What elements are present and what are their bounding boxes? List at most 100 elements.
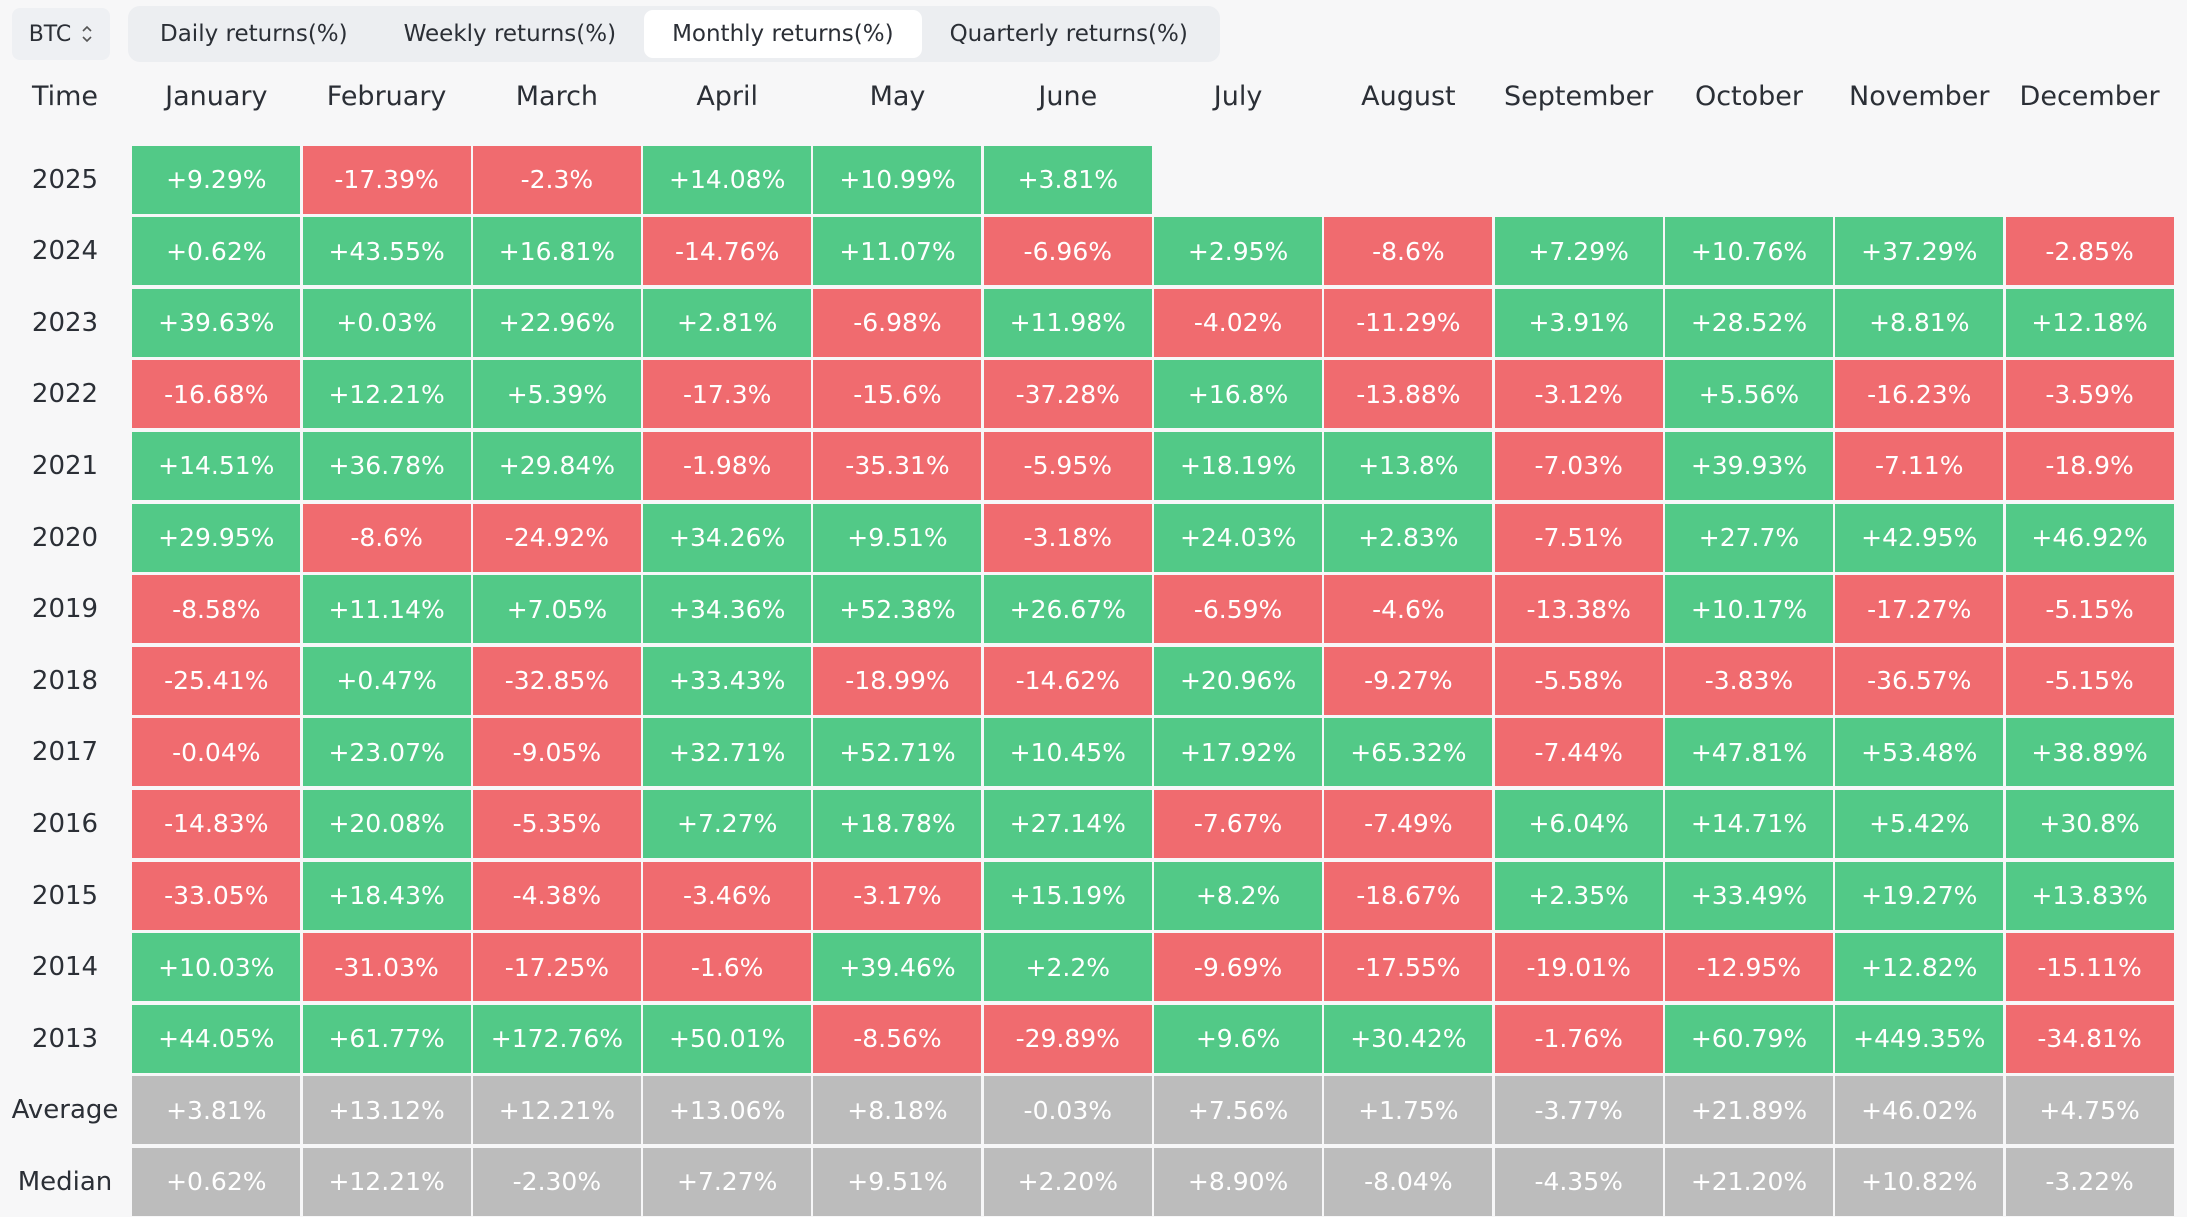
stat-cell: -3.22% <box>2005 1147 2174 1216</box>
return-cell: +42.95% <box>1835 503 2004 572</box>
row-label-year: 2018 <box>31 665 99 696</box>
return-cell: +5.39% <box>472 360 641 429</box>
return-cell: +19.27% <box>1835 861 2004 930</box>
column-header-month: May <box>869 81 926 112</box>
return-cell: +38.89% <box>2005 718 2174 787</box>
return-cell: -8.58% <box>132 575 301 644</box>
row-label-year: 2020 <box>31 522 99 553</box>
column-header-month: August <box>1361 81 1456 112</box>
row-label-year: 2025 <box>31 164 99 195</box>
tab-weekly[interactable]: Weekly returns(%) <box>403 21 617 47</box>
return-cell: +18.43% <box>302 861 471 930</box>
return-cell: +0.03% <box>302 288 471 357</box>
asset-select[interactable]: BTC <box>12 8 110 60</box>
return-cell: +36.78% <box>302 431 471 500</box>
return-cell: +9.6% <box>1154 1004 1323 1073</box>
column-header-month: March <box>515 81 599 112</box>
return-cell: +8.81% <box>1835 288 2004 357</box>
chevron-updown-icon <box>81 24 93 44</box>
row-label-year: 2013 <box>31 1023 99 1054</box>
return-cell: -18.67% <box>1324 861 1493 930</box>
return-cell <box>1665 146 1833 214</box>
return-cell: -13.88% <box>1324 360 1493 429</box>
return-cell: -7.51% <box>1494 503 1663 572</box>
return-cell: +13.8% <box>1324 431 1493 500</box>
return-cell: -31.03% <box>302 933 471 1002</box>
row-label-year: 2014 <box>31 952 99 983</box>
return-cell: +7.29% <box>1494 217 1663 286</box>
return-cell: -15.11% <box>2005 933 2174 1002</box>
return-cell: -7.67% <box>1154 789 1323 858</box>
return-cell: +3.81% <box>983 145 1152 214</box>
return-cell: -35.31% <box>813 431 982 500</box>
return-cell: -13.38% <box>1494 575 1663 644</box>
return-cell: -17.39% <box>302 145 471 214</box>
return-cell: +33.43% <box>643 646 812 715</box>
stat-cell: -0.03% <box>983 1076 1152 1145</box>
return-cell: -1.98% <box>643 431 812 500</box>
row-label-year: 2015 <box>31 880 99 911</box>
return-cell: +34.36% <box>643 575 812 644</box>
return-cell: +27.14% <box>983 789 1152 858</box>
return-cell: -12.95% <box>1664 933 1833 1002</box>
return-cell: -5.15% <box>2005 575 2174 644</box>
return-cell: +10.76% <box>1664 217 1833 286</box>
return-cell: -7.44% <box>1494 718 1663 787</box>
return-cell: -5.15% <box>2005 646 2174 715</box>
return-cell: +47.81% <box>1664 718 1833 787</box>
return-cell: -36.57% <box>1835 646 2004 715</box>
return-cell: -14.83% <box>132 789 301 858</box>
stat-cell: +3.81% <box>132 1076 301 1145</box>
return-cell: +10.99% <box>813 145 982 214</box>
return-cell: +39.63% <box>132 288 301 357</box>
return-cell: -16.23% <box>1835 360 2004 429</box>
return-cell: +11.14% <box>302 575 471 644</box>
stat-cell: -3.77% <box>1494 1076 1663 1145</box>
return-cell: -4.02% <box>1154 288 1323 357</box>
stat-cell: +12.21% <box>302 1147 471 1216</box>
row-label-year: 2019 <box>31 594 99 625</box>
return-cell: +172.76% <box>472 1004 641 1073</box>
stat-cell: +8.90% <box>1154 1147 1323 1216</box>
return-cell: -9.27% <box>1324 646 1493 715</box>
stat-cell: +13.12% <box>302 1076 471 1145</box>
return-cell: +52.71% <box>813 718 982 787</box>
tab-monthly[interactable]: Monthly returns(%) <box>644 10 922 58</box>
return-cell: -18.9% <box>2005 431 2174 500</box>
return-cell: +32.71% <box>643 718 812 787</box>
return-cell: +9.51% <box>813 503 982 572</box>
stat-cell: +0.62% <box>132 1147 301 1216</box>
return-cell <box>1495 146 1663 214</box>
return-cell: +16.81% <box>472 217 641 286</box>
return-cell: +6.04% <box>1494 789 1663 858</box>
column-header-month: February <box>326 81 447 112</box>
row-label-year: 2021 <box>31 450 99 481</box>
return-cell: +2.35% <box>1494 861 1663 930</box>
return-cell: -8.56% <box>813 1004 982 1073</box>
period-tabs: Daily returns(%) Weekly returns(%) Month… <box>128 6 1220 62</box>
return-cell: +15.19% <box>983 861 1152 930</box>
return-cell: +449.35% <box>1835 1004 2004 1073</box>
return-cell: -0.04% <box>132 718 301 787</box>
return-cell: -9.05% <box>472 718 641 787</box>
return-cell: -16.68% <box>132 360 301 429</box>
return-cell: -4.6% <box>1324 575 1493 644</box>
return-cell: +16.8% <box>1154 360 1323 429</box>
return-cell: +8.2% <box>1154 861 1323 930</box>
row-label-median: Median <box>17 1166 113 1197</box>
asset-select-label: BTC <box>28 21 72 47</box>
column-header-month: December <box>2019 81 2160 112</box>
return-cell: +10.03% <box>132 933 301 1002</box>
return-cell: -3.18% <box>983 503 1152 572</box>
return-cell: -3.83% <box>1664 646 1833 715</box>
tab-quarterly[interactable]: Quarterly returns(%) <box>949 21 1188 47</box>
tab-daily[interactable]: Daily returns(%) <box>160 21 348 47</box>
row-label-year: 2024 <box>31 236 99 267</box>
return-cell: +3.91% <box>1494 288 1663 357</box>
return-cell: +9.29% <box>132 145 301 214</box>
return-cell: -19.01% <box>1494 933 1663 1002</box>
return-cell: +2.81% <box>643 288 812 357</box>
return-cell: +46.92% <box>2005 503 2174 572</box>
return-cell: +2.83% <box>1324 503 1493 572</box>
